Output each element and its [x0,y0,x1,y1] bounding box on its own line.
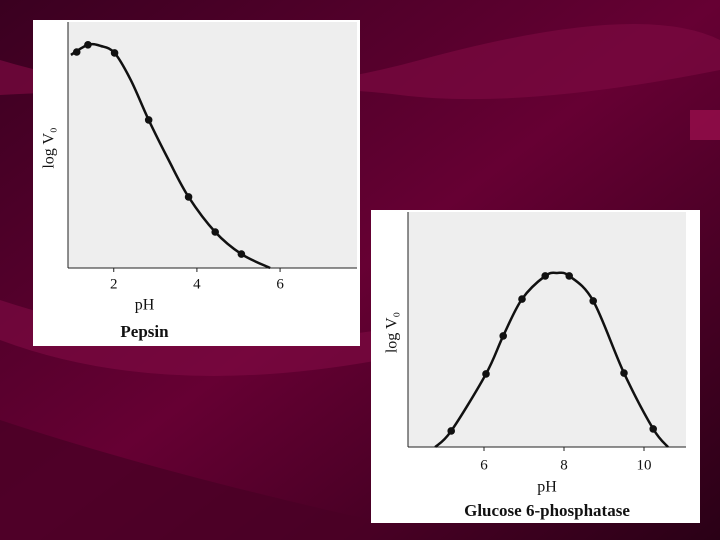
charts: 2 4 6 pH Pepsin log V₀ 6 8 10 pH Glucose 6-phospha… [33,20,700,523]
swoosh [0,24,720,100]
x-axis-label: pH [537,479,557,496]
data-point [84,41,92,49]
plot-area [408,212,686,447]
chart: 2 4 6 pH Pepsin log V₀ [33,20,360,346]
data-point [447,427,456,435]
data-point [144,116,153,124]
data-point [620,369,628,377]
chart-title: Glucose 6-phosphatase [464,501,630,520]
data-point [565,272,573,280]
data-point [482,370,490,378]
chart-title: Pepsin [120,322,169,341]
data-point [541,272,549,280]
chart: 6 8 10 pH Glucose 6-phosphatase log V₀ [371,210,700,523]
x-tick-label: 8 [560,457,568,473]
data-point [72,48,81,56]
swoosh [0,420,370,540]
data-point [237,250,246,258]
data-point [110,49,119,57]
x-tick-label: 6 [276,276,284,292]
x-tick-label: 4 [193,276,201,292]
data-point [589,297,597,305]
swoosh [690,110,720,140]
x-axis-label: pH [135,297,155,314]
x-tick-label: 6 [480,457,488,473]
x-tick-label: 2 [110,276,118,292]
data-point [518,295,526,303]
data-point [649,425,657,433]
data-point [211,228,220,236]
plot-area [68,22,357,268]
y-axis-label: log V₀ [41,127,58,168]
y-axis-label: log V₀ [384,312,401,353]
x-tick-label: 10 [637,457,652,473]
data-point [184,193,193,201]
data-point [499,332,508,340]
